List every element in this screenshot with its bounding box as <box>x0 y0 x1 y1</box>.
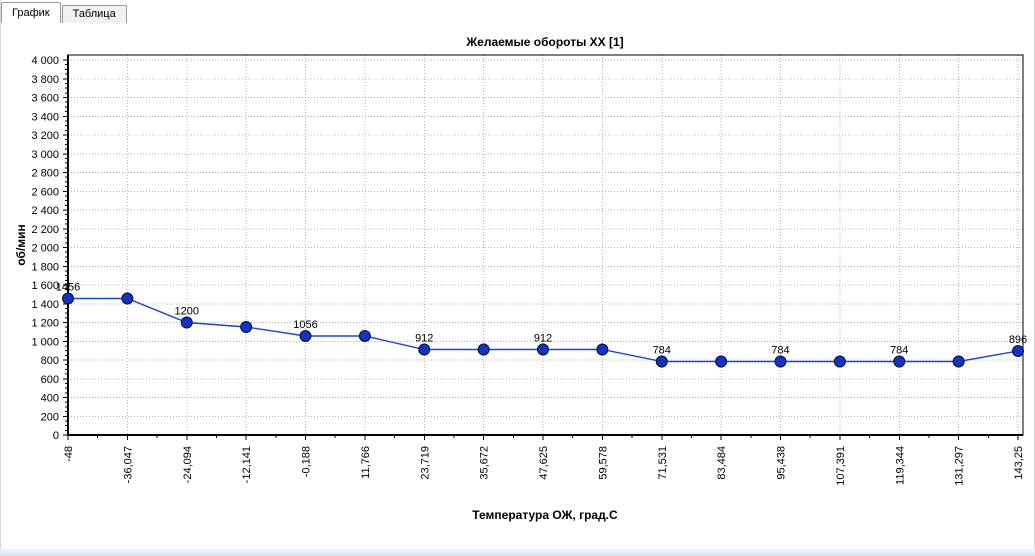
x-tick-label: 107,391 <box>835 446 847 486</box>
data-point-label: 1200 <box>175 306 199 318</box>
grid-layer <box>68 55 1023 435</box>
y-tick-label: 0 <box>53 430 59 442</box>
y-tick-label: 1 400 <box>31 299 59 311</box>
data-point[interactable] <box>893 355 906 368</box>
x-tick-label: -0,188 <box>301 446 313 477</box>
y-tick-label: 3 400 <box>31 111 59 123</box>
data-point[interactable] <box>477 343 490 356</box>
y-tick-label: 2 600 <box>31 186 59 198</box>
data-point[interactable] <box>358 330 371 342</box>
x-axis-title: Температура ОЖ, град.С <box>472 508 618 522</box>
y-tick-label: 1 600 <box>31 280 59 292</box>
x-tick-label: 71,531 <box>657 446 669 480</box>
data-point[interactable] <box>596 343 609 356</box>
y-tick-label: 400 <box>41 393 59 405</box>
x-tick-label: 119,344 <box>894 446 906 485</box>
x-tick-label: 47,625 <box>538 446 550 480</box>
y-tick-label: 2 000 <box>31 243 59 255</box>
chart-title: Желаемые обороты ХХ [1] <box>465 35 623 49</box>
data-point[interactable] <box>537 343 549 356</box>
data-point[interactable] <box>1012 345 1024 357</box>
data-point[interactable] <box>715 355 728 368</box>
y-tick-label: 1 000 <box>31 336 59 348</box>
x-tick-label: 59,578 <box>597 446 609 480</box>
y-tick-label: 3 200 <box>31 130 59 142</box>
data-point-label: 1056 <box>293 319 317 331</box>
data-point-label: 784 <box>653 345 671 357</box>
data-point-label: 784 <box>890 345 908 357</box>
x-tick-label: 83,484 <box>716 446 728 480</box>
data-point[interactable] <box>62 292 74 305</box>
data-point-label: 1456 <box>56 282 80 294</box>
y-tick-label: 3 600 <box>31 93 59 105</box>
x-tick-label: -36,047 <box>122 446 134 483</box>
data-point-label: 784 <box>771 345 789 357</box>
x-tick-label: 143,25 <box>1013 446 1025 480</box>
x-tick-label: 23,719 <box>419 446 431 480</box>
data-point-label: 912 <box>415 333 433 345</box>
x-tick-label: -48 <box>63 446 75 462</box>
data-point[interactable] <box>418 343 431 356</box>
x-tick-label: -12,141 <box>241 446 253 483</box>
data-point[interactable] <box>299 330 312 342</box>
x-tick-label: 95,438 <box>776 446 788 480</box>
y-tick-label: 1 800 <box>31 261 59 273</box>
x-tick-label: 11,766 <box>360 446 372 479</box>
data-point[interactable] <box>655 355 668 368</box>
x-tick-label: -24,094 <box>182 446 194 483</box>
series-layer: 1456 1200 1056 912 912 784 784 784 896 <box>56 282 1027 368</box>
y-tick-label: 2 400 <box>31 205 59 217</box>
data-point[interactable] <box>121 292 134 305</box>
y-tick-label: 2 800 <box>31 168 59 180</box>
window-border-left <box>0 0 1 556</box>
y-tick-label: 2 200 <box>31 224 59 236</box>
tab-table[interactable]: Таблица <box>61 5 127 23</box>
axis-layer: 0 200 400 600 800 1 000 1 200 1 400 1 600 1 800 2 … <box>31 54 1025 486</box>
tab-bar: График Таблица <box>1 2 127 23</box>
data-point[interactable] <box>180 316 193 329</box>
plot-frame <box>67 54 1024 436</box>
y-axis-title: об/мин <box>14 224 28 266</box>
data-point[interactable] <box>774 355 787 368</box>
y-tick-label: 1 200 <box>31 318 59 330</box>
y-tick-label: 3 000 <box>31 149 59 161</box>
tab-graph[interactable]: График <box>1 2 61 23</box>
status-strip <box>0 549 1035 556</box>
data-point-label: 896 <box>1009 334 1027 346</box>
x-tick-label: 35,672 <box>479 446 491 480</box>
y-tick-label: 600 <box>41 374 59 386</box>
y-tick-label: 200 <box>41 411 59 423</box>
data-point[interactable] <box>952 355 965 368</box>
y-tick-label: 3 800 <box>31 74 59 86</box>
y-tick-label: 4 000 <box>31 55 59 67</box>
x-tick-label: 131,297 <box>954 446 966 486</box>
data-point[interactable] <box>833 355 846 368</box>
data-point-label: 912 <box>534 333 552 345</box>
y-tick-label: 800 <box>41 355 59 367</box>
data-point[interactable] <box>240 321 253 333</box>
